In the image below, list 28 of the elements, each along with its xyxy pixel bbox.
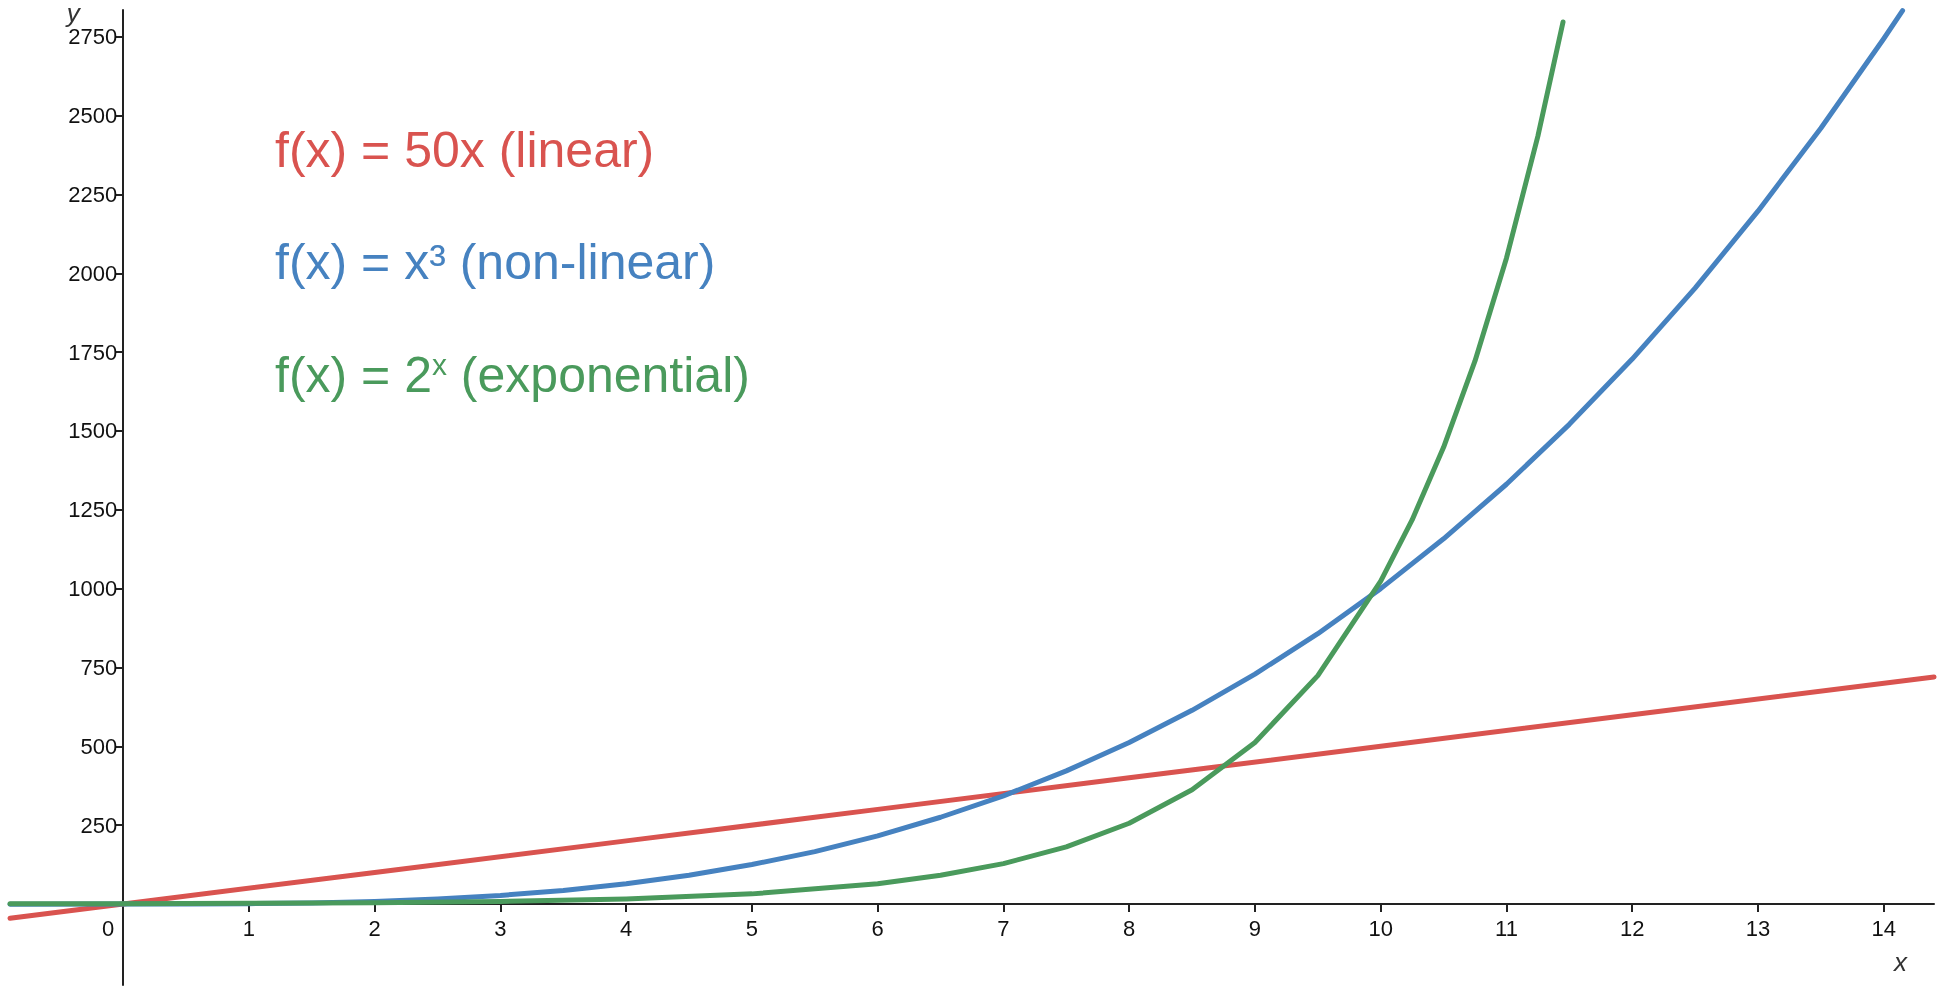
x-axis-title: x (1892, 946, 1908, 977)
y-tick-label: 1750 (68, 339, 118, 365)
x-tick-label: 14 (1871, 916, 1896, 942)
y-tick-label: 1500 (68, 418, 118, 444)
x-tick-label: 11 (1495, 916, 1518, 942)
x-tick-label: 5 (745, 916, 759, 942)
text: f(x) = 50x (linear) (275, 122, 655, 178)
x-tick-label: 2 (368, 916, 381, 942)
y-tick-label: 2000 (68, 260, 118, 286)
x-tick-label: 10 (1368, 916, 1393, 942)
y-tick-label: 2500 (68, 103, 118, 129)
x-tick-label: 8 (1123, 916, 1136, 942)
x-tick-label: 9 (1248, 916, 1262, 942)
y-tick-label: 1000 (68, 576, 118, 602)
y-tick-label: 1250 (68, 497, 118, 523)
x-tick-label: 13 (1745, 916, 1771, 942)
x-tick-label: 6 (871, 916, 884, 942)
y-tick-label: 2250 (68, 181, 118, 207)
y-tick-label: 500 (80, 733, 118, 759)
y-tick-label: 750 (80, 654, 118, 680)
x-tick-label: 3 (494, 916, 507, 942)
x-tick-label: 12 (1619, 916, 1645, 942)
x-tick-label: 1 (242, 916, 256, 942)
x-tick-label: 0 (102, 916, 115, 942)
x-tick-label: 4 (620, 916, 633, 942)
text: f(x) = x³ (non-linear) (275, 234, 716, 290)
y-tick-label: 250 (80, 812, 118, 838)
x-tick-label: 7 (997, 916, 1010, 942)
